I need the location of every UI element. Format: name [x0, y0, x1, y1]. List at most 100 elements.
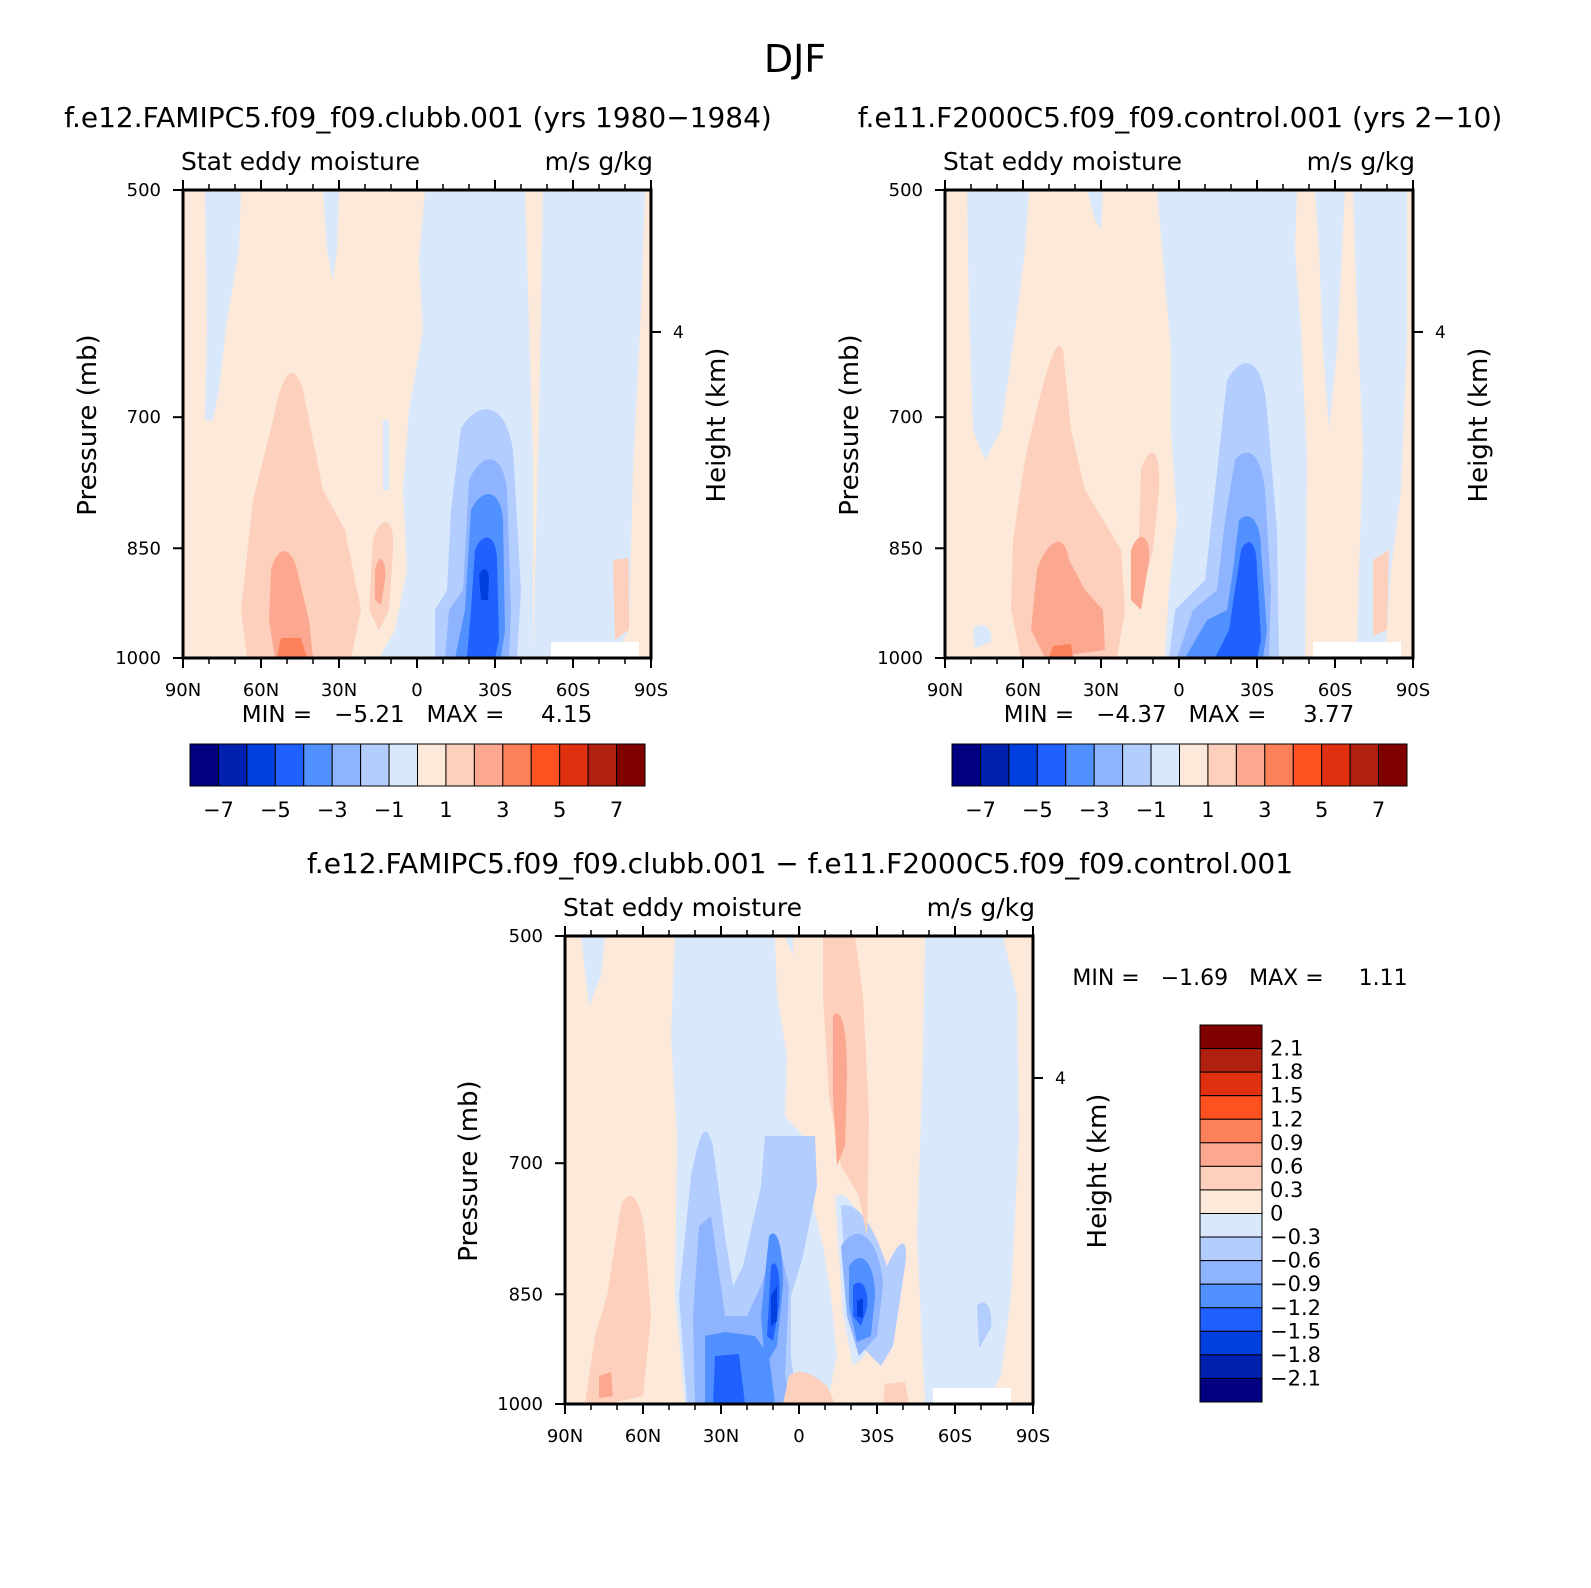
colorbar-swatch [1235, 743, 1266, 787]
panel-3-contour-pos2 [833, 1013, 847, 1166]
colorbar-label: −1 [374, 798, 405, 822]
colorbar-label: −5 [260, 798, 291, 822]
y-tick-label: 500 [127, 180, 161, 201]
colorbar-swatch [1199, 1213, 1263, 1238]
y-tick-label: 850 [889, 538, 923, 559]
colorbar-swatch [274, 743, 305, 787]
colorbar-swatch [587, 743, 618, 787]
colorbar-swatch [1199, 1189, 1263, 1214]
y-right-tick-label: 4 [1435, 323, 1446, 343]
y-tick-label: 850 [127, 538, 161, 559]
colorbar-swatch [559, 743, 589, 787]
colorbar-swatch [445, 743, 475, 787]
panel-2-title: f.e11.F2000C5.f09_f09.control.001 (yrs 2… [858, 101, 1503, 134]
colorbar-label: −5 [1022, 798, 1053, 822]
colorbar-swatch [1207, 743, 1237, 787]
colorbar-label: 7 [1372, 798, 1385, 822]
panel-1-title: f.e12.FAMIPC5.f09_f09.clubb.001 (yrs 198… [64, 101, 772, 134]
colorbar-swatch [1199, 1048, 1263, 1073]
y-right-tick-label: 4 [1055, 1069, 1066, 1089]
panel-2-contour-neg1 [1353, 190, 1407, 658]
colorbar-swatch [1199, 1071, 1263, 1097]
x-tick-label: 90N [547, 1426, 583, 1447]
panel-3-plot: 90N 60N 30N 0 30S 60S 90S 500 700 850 1000 4 [497, 926, 1066, 1447]
panel-1-contour-neg1 [323, 190, 339, 280]
panel-2-contour-neg1 [1315, 190, 1345, 430]
panel-2-variable-label: Stat eddy moisture [943, 147, 1182, 176]
y-tick-label: 1000 [497, 1394, 543, 1415]
colorbar-swatch [1199, 1354, 1263, 1379]
panel-3-contour-neg6 [857, 1298, 863, 1318]
colorbar-swatch [1199, 1165, 1263, 1191]
x-tick-label: 30S [478, 680, 512, 701]
panel-1-contour-neg6 [479, 568, 489, 600]
y-tick-label: 850 [509, 1284, 543, 1305]
colorbar-label: −0.9 [1270, 1272, 1321, 1296]
panel-2-contour-neg1 [1087, 190, 1103, 230]
colorbar-label: 1.5 [1270, 1084, 1303, 1108]
panel-1-plot: 90N 60N 30N 0 30S 60S 90S 500 700 850 1000 4 [115, 180, 684, 701]
x-tick-label: 90S [1396, 680, 1430, 701]
x-tick-label: 90S [1016, 1426, 1050, 1447]
panel-1-colorbar: −7 −5 −3 −1 1 3 5 7 [189, 743, 646, 822]
panel-3-stats: MIN = −1.69 MAX = 1.11 [1072, 966, 1407, 991]
colorbar-swatch [246, 743, 276, 787]
panel-3-title: f.e12.FAMIPC5.f09_f09.clubb.001 − f.e11.… [307, 847, 1293, 880]
colorbar-swatch [473, 743, 504, 787]
panel-2-contour-pos3 [1049, 644, 1073, 658]
panel-2-contour-neg5 [1215, 542, 1261, 658]
colorbar-label: −0.6 [1270, 1249, 1321, 1273]
panel-2-contour-neg1 [967, 190, 1029, 460]
colorbar-swatch [1378, 743, 1408, 787]
panel-3-contour-neg1 [581, 936, 605, 1006]
panel-2-ylabel: Pressure (mb) [835, 334, 865, 515]
panel-3-contour-neg5 [713, 1354, 745, 1404]
colorbar-swatch [1122, 743, 1152, 787]
colorbar-swatch [388, 743, 418, 787]
colorbar-swatch [502, 743, 532, 787]
colorbar-label: 1 [1201, 798, 1214, 822]
panel-1-variable-label: Stat eddy moisture [181, 147, 420, 176]
panel-1-ylabel: Pressure (mb) [73, 334, 103, 515]
colorbar-label: 2.1 [1270, 1037, 1303, 1061]
panel-3-contour-neg6 [771, 1286, 777, 1326]
panel-3-contour-neg1 [917, 936, 1019, 1404]
panel-1-units-label: m/s g/kg [545, 147, 653, 176]
colorbar-label: −7 [203, 798, 234, 822]
colorbar-swatch [1199, 1024, 1263, 1050]
colorbar-swatch [1179, 743, 1209, 787]
colorbar-label: 0.9 [1270, 1131, 1303, 1155]
colorbar-swatch [303, 743, 333, 787]
panel-2-missing-region [1313, 642, 1401, 658]
colorbar-label: 3 [1258, 798, 1271, 822]
colorbar-label: −3 [1079, 798, 1110, 822]
x-tick-label: 60N [1005, 680, 1041, 701]
colorbar-swatch [1036, 743, 1067, 787]
y-tick-label: 700 [127, 407, 161, 428]
x-tick-label: 60N [243, 680, 279, 701]
colorbar-swatch [1150, 743, 1180, 787]
colorbar-label: 1.2 [1270, 1107, 1303, 1131]
colorbar-label: 0.3 [1270, 1178, 1303, 1202]
panel-1-contour-pos1 [613, 558, 629, 640]
panel-3: f.e12.FAMIPC5.f09_f09.clubb.001 − f.e11.… [307, 847, 1408, 1447]
x-tick-label: 60S [1318, 680, 1352, 701]
panel-2-contour-pos2 [1131, 536, 1150, 610]
colorbar-swatch [1199, 1236, 1263, 1262]
colorbar-label: 5 [1315, 798, 1328, 822]
panel-3-contour-pos1 [585, 1196, 651, 1404]
panel-2: f.e11.F2000C5.f09_f09.control.001 (yrs 2… [835, 101, 1502, 822]
figure-title: DJF [764, 37, 826, 81]
colorbar-swatch [1199, 1330, 1263, 1356]
colorbar-swatch [1199, 1142, 1263, 1167]
colorbar-label: −7 [965, 798, 996, 822]
panel-1-missing-region [551, 642, 639, 658]
panel-3-ylabel-right: Height (km) [1083, 1094, 1113, 1249]
colorbar-label: −1.5 [1270, 1319, 1321, 1343]
panel-1-contour-pos2 [269, 551, 313, 658]
colorbar-label: 1.8 [1270, 1060, 1303, 1084]
colorbar-label: −1.8 [1270, 1343, 1321, 1367]
colorbar-label: −3 [317, 798, 348, 822]
colorbar-swatch [1349, 743, 1380, 787]
